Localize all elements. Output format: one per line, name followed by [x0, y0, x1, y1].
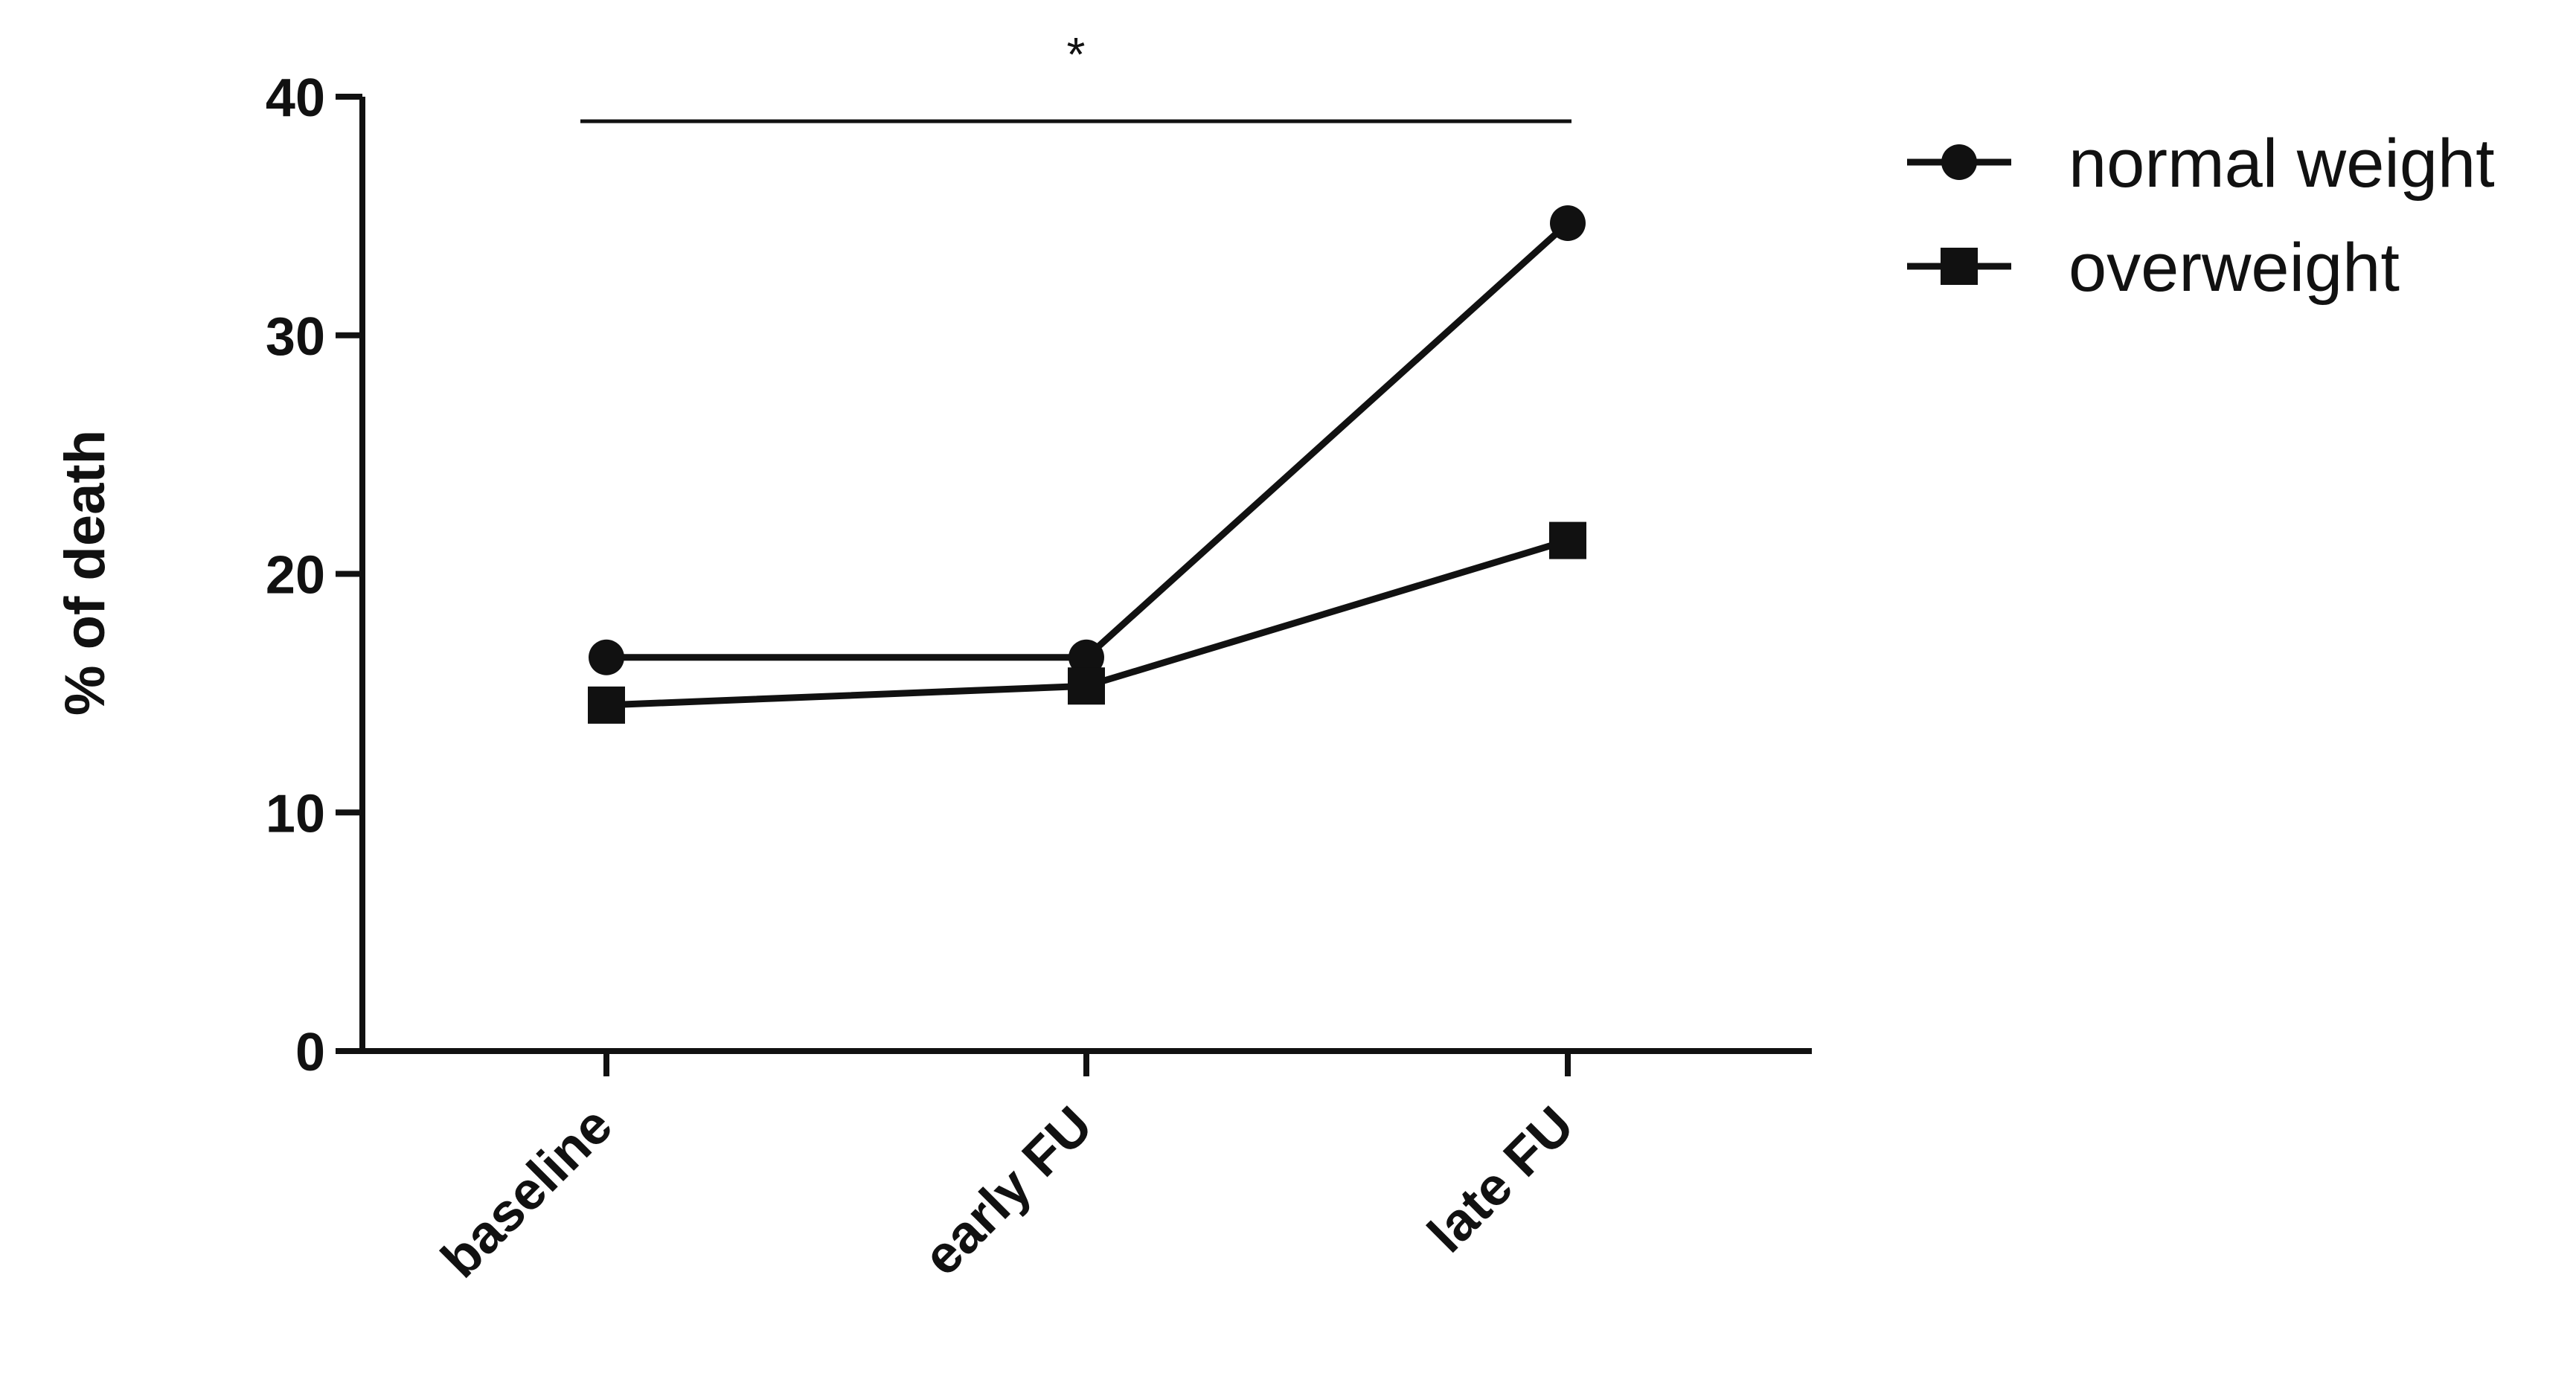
chart-legend: normal weight overweight — [1907, 126, 2495, 306]
significance-marker: * — [1067, 28, 1086, 81]
series-overweight — [588, 521, 1586, 724]
series-line-normal-weight — [606, 220, 1571, 661]
series-normal-weight — [589, 205, 1586, 675]
chart-axes: 0 10 20 30 40 baseline early FU late FU — [266, 68, 1812, 1289]
legend-item-normal-weight: normal weight — [1907, 126, 2495, 202]
x-tick-label: late FU — [1417, 1096, 1585, 1264]
x-tick-label: early FU — [912, 1096, 1103, 1287]
data-point-normal-weight — [589, 639, 624, 675]
y-tick-label: 10 — [266, 784, 325, 844]
legend-label: normal weight — [2069, 126, 2495, 202]
data-point-normal-weight — [1550, 205, 1586, 241]
legend-label: overweight — [2069, 230, 2400, 306]
y-axis-label: % of death — [54, 430, 117, 716]
legend-marker-square — [1941, 248, 1978, 285]
data-point-overweight — [588, 686, 625, 724]
plot-area — [588, 205, 1586, 724]
significance-annotation: * — [580, 28, 1571, 123]
data-point-overweight — [1068, 667, 1105, 705]
x-tick-label: baseline — [430, 1096, 624, 1289]
y-tick-label: 40 — [266, 68, 325, 128]
data-point-overweight — [1549, 521, 1586, 559]
legend-marker-circle — [1941, 144, 1977, 180]
data-point-normal-weight — [1068, 639, 1104, 675]
legend-item-overweight: overweight — [1907, 230, 2400, 306]
y-tick-label: 30 — [266, 307, 325, 367]
y-tick-label: 20 — [266, 546, 325, 605]
y-tick-label: 0 — [295, 1023, 325, 1082]
